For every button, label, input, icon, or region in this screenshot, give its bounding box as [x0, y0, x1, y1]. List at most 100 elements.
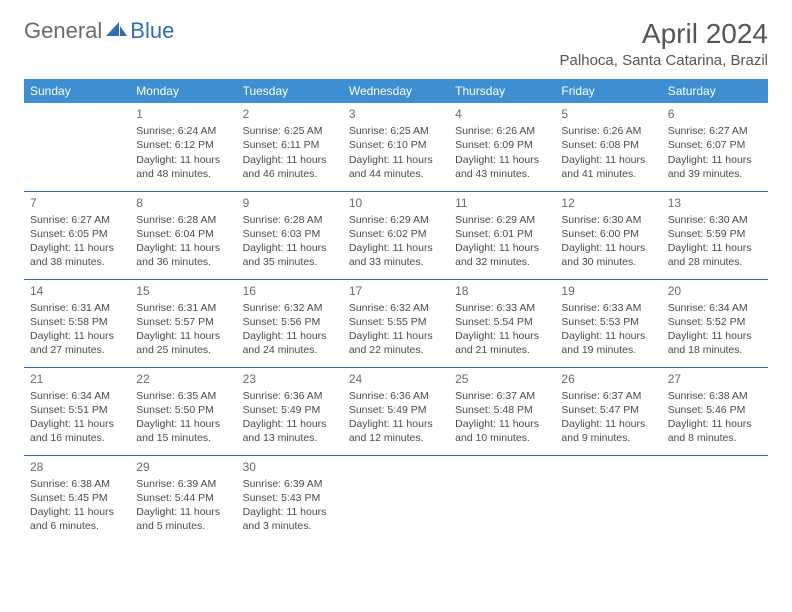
day-info-line: Daylight: 11 hours and 19 minutes.	[561, 329, 655, 357]
day-info-line: Sunrise: 6:33 AM	[455, 301, 549, 315]
day-info-line: Sunset: 6:10 PM	[349, 138, 443, 152]
day-info-line: Sunrise: 6:31 AM	[136, 301, 230, 315]
day-cell	[343, 455, 449, 543]
day-info-line: Sunrise: 6:39 AM	[243, 477, 337, 491]
day-info-line: Daylight: 11 hours and 39 minutes.	[668, 153, 762, 181]
day-info-line: Daylight: 11 hours and 13 minutes.	[243, 417, 337, 445]
day-number: 28	[30, 459, 124, 475]
day-number: 10	[349, 195, 443, 211]
day-number: 19	[561, 283, 655, 299]
day-number: 3	[349, 106, 443, 122]
day-cell: 20Sunrise: 6:34 AMSunset: 5:52 PMDayligh…	[662, 279, 768, 367]
day-info-line: Sunrise: 6:37 AM	[455, 389, 549, 403]
location-text: Palhoca, Santa Catarina, Brazil	[560, 52, 768, 69]
day-info-line: Sunrise: 6:26 AM	[561, 124, 655, 138]
week-row: 1Sunrise: 6:24 AMSunset: 6:12 PMDaylight…	[24, 103, 768, 191]
day-info-line: Sunset: 6:07 PM	[668, 138, 762, 152]
day-cell	[24, 103, 130, 191]
day-header: Thursday	[449, 79, 555, 103]
day-info-line: Sunset: 6:08 PM	[561, 138, 655, 152]
week-row: 14Sunrise: 6:31 AMSunset: 5:58 PMDayligh…	[24, 279, 768, 367]
calendar-page: General Blue April 2024 Palhoca, Santa C…	[0, 0, 792, 561]
day-number: 18	[455, 283, 549, 299]
day-info-line: Sunset: 6:05 PM	[30, 227, 124, 241]
day-number: 8	[136, 195, 230, 211]
day-info-line: Sunset: 5:54 PM	[455, 315, 549, 329]
day-number: 24	[349, 371, 443, 387]
day-info-line: Daylight: 11 hours and 33 minutes.	[349, 241, 443, 269]
title-block: April 2024 Palhoca, Santa Catarina, Braz…	[560, 18, 768, 69]
day-cell: 4Sunrise: 6:26 AMSunset: 6:09 PMDaylight…	[449, 103, 555, 191]
day-info-line: Sunset: 5:57 PM	[136, 315, 230, 329]
logo: General Blue	[24, 18, 174, 44]
day-number: 26	[561, 371, 655, 387]
day-info-line: Daylight: 11 hours and 30 minutes.	[561, 241, 655, 269]
day-info-line: Sunset: 5:59 PM	[668, 227, 762, 241]
day-info-line: Sunrise: 6:26 AM	[455, 124, 549, 138]
day-number: 6	[668, 106, 762, 122]
day-cell: 17Sunrise: 6:32 AMSunset: 5:55 PMDayligh…	[343, 279, 449, 367]
day-info-line: Sunset: 5:50 PM	[136, 403, 230, 417]
day-cell: 6Sunrise: 6:27 AMSunset: 6:07 PMDaylight…	[662, 103, 768, 191]
day-number: 20	[668, 283, 762, 299]
day-info-line: Daylight: 11 hours and 3 minutes.	[243, 505, 337, 533]
day-cell: 28 Sunrise: 6:38 AMSunset: 5:45 PMDayligh…	[24, 455, 130, 543]
day-info-line: Sunrise: 6:37 AM	[561, 389, 655, 403]
day-cell: 10Sunrise: 6:29 AMSunset: 6:02 PMDayligh…	[343, 191, 449, 279]
day-cell: 14Sunrise: 6:31 AMSunset: 5:58 PMDayligh…	[24, 279, 130, 367]
day-info-line: Daylight: 11 hours and 48 minutes.	[136, 153, 230, 181]
day-info-line: Daylight: 11 hours and 9 minutes.	[561, 417, 655, 445]
day-number: 4	[455, 106, 549, 122]
day-cell	[449, 455, 555, 543]
day-number: 12	[561, 195, 655, 211]
day-cell	[662, 455, 768, 543]
day-info-line: Sunset: 6:04 PM	[136, 227, 230, 241]
day-cell: 27Sunrise: 6:38 AMSunset: 5:46 PMDayligh…	[662, 367, 768, 455]
day-cell: 8Sunrise: 6:28 AMSunset: 6:04 PMDaylight…	[130, 191, 236, 279]
day-info-line: Sunset: 6:00 PM	[561, 227, 655, 241]
day-cell: 26 Sunrise: 6:37 AMSunset: 5:47 PMDayligh…	[555, 367, 661, 455]
day-info-line: Sunset: 5:45 PM	[30, 491, 124, 505]
day-info-line: Sunset: 5:47 PM	[561, 403, 655, 417]
day-number: 30	[243, 459, 337, 475]
day-info-line: Sunset: 6:02 PM	[349, 227, 443, 241]
day-cell: 19 Sunrise: 6:33 AMSunset: 5:53 PMDayligh…	[555, 279, 661, 367]
day-info-line: Daylight: 11 hours and 6 minutes.	[30, 505, 124, 533]
day-info-line: Daylight: 11 hours and 38 minutes.	[30, 241, 124, 269]
day-info-line: Sunset: 6:03 PM	[243, 227, 337, 241]
week-row: 28Sunrise: 6:38 AMSunset: 5:45 PMDayligh…	[24, 455, 768, 543]
day-number: 25	[455, 371, 549, 387]
day-info-line: Sunset: 5:51 PM	[30, 403, 124, 417]
day-cell	[555, 455, 661, 543]
day-info-line: Sunrise: 6:32 AM	[349, 301, 443, 315]
day-cell: 3Sunrise: 6:25 AMSunset: 6:10 PMDaylight…	[343, 103, 449, 191]
day-info-line: Sunrise: 6:38 AM	[30, 477, 124, 491]
day-info-line: Sunset: 5:53 PM	[561, 315, 655, 329]
day-info-line: Daylight: 11 hours and 21 minutes.	[455, 329, 549, 357]
day-info-line: Daylight: 11 hours and 10 minutes.	[455, 417, 549, 445]
day-info-line: Sunrise: 6:27 AM	[30, 213, 124, 227]
day-number: 13	[668, 195, 762, 211]
day-number: 9	[243, 195, 337, 211]
day-info-line: Sunset: 5:48 PM	[455, 403, 549, 417]
day-info-line: Sunrise: 6:24 AM	[136, 124, 230, 138]
day-info-line: Sunrise: 6:29 AM	[455, 213, 549, 227]
day-info-line: Daylight: 11 hours and 25 minutes.	[136, 329, 230, 357]
day-info-line: Daylight: 11 hours and 27 minutes.	[30, 329, 124, 357]
week-row: 21Sunrise: 6:34 AMSunset: 5:51 PMDayligh…	[24, 367, 768, 455]
day-number: 17	[349, 283, 443, 299]
day-info-line: Sunset: 5:46 PM	[668, 403, 762, 417]
day-info-line: Sunrise: 6:35 AM	[136, 389, 230, 403]
day-header-row: SundayMondayTuesdayWednesdayThursdayFrid…	[24, 79, 768, 103]
day-info-line: Daylight: 11 hours and 24 minutes.	[243, 329, 337, 357]
day-info-line: Sunset: 6:09 PM	[455, 138, 549, 152]
day-info-line: Sunrise: 6:30 AM	[561, 213, 655, 227]
day-cell: 18 Sunrise: 6:33 AMSunset: 5:54 PMDayligh…	[449, 279, 555, 367]
day-info-line: Daylight: 11 hours and 28 minutes.	[668, 241, 762, 269]
day-header: Tuesday	[237, 79, 343, 103]
day-info-line: Sunrise: 6:30 AM	[668, 213, 762, 227]
day-info-line: Sunrise: 6:33 AM	[561, 301, 655, 315]
day-cell: 2Sunrise: 6:25 AMSunset: 6:11 PMDaylight…	[237, 103, 343, 191]
day-number: 23	[243, 371, 337, 387]
day-cell: 11Sunrise: 6:29 AMSunset: 6:01 PMDayligh…	[449, 191, 555, 279]
